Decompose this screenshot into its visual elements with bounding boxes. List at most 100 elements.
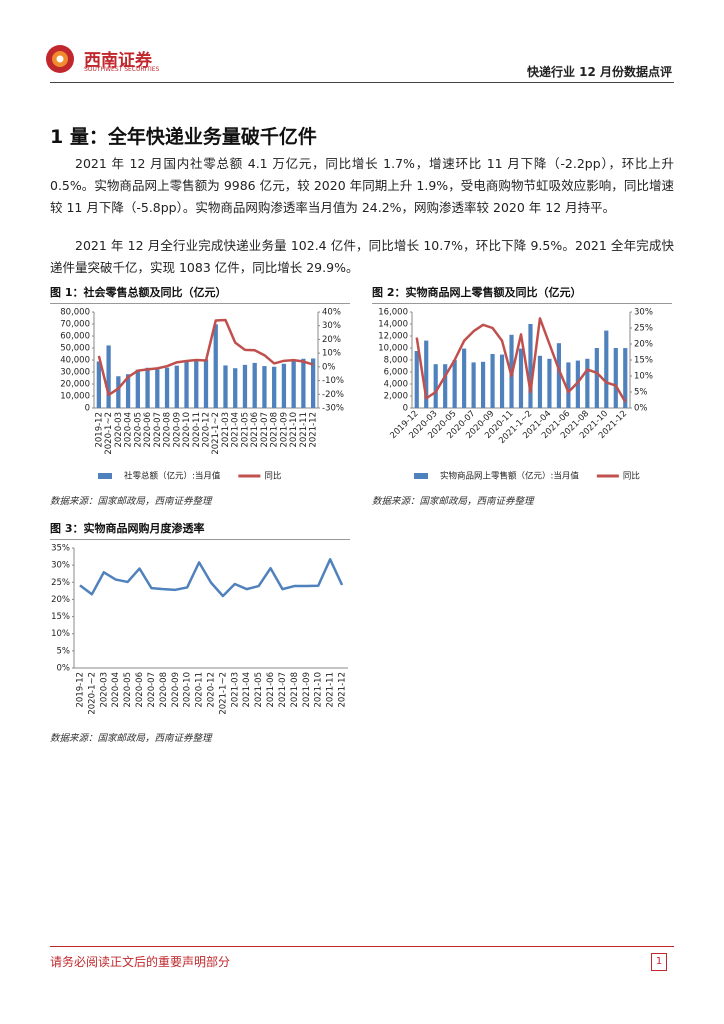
y2-tick-label: -30% (322, 404, 344, 414)
logo-icon (46, 45, 74, 73)
y-tick-label: 12,000 (378, 332, 408, 342)
data-line (79, 558, 344, 598)
y2-tick-label: -10% (322, 376, 344, 386)
data-line (97, 318, 314, 397)
x-tick-label: 2020-1~2 (87, 672, 97, 715)
bar (272, 366, 277, 408)
y2-tick-label: 30% (322, 321, 341, 331)
bar (125, 374, 131, 408)
x-tick-label: 2020-07 (147, 672, 157, 708)
x-tick-label: 2021-09 (279, 412, 289, 448)
x-tick-label: 2020-03 (99, 672, 109, 708)
x-tick-label: 2021-08 (270, 412, 280, 448)
bar (135, 369, 140, 408)
bar (301, 358, 306, 408)
bar (242, 364, 248, 408)
bar (490, 354, 495, 408)
y-tick-label: 20% (51, 595, 70, 605)
footer-notice: 请务必阅读正文后的重要声明部分 (50, 955, 231, 969)
x-tick-label: 2020-09 (171, 672, 181, 708)
bar (499, 354, 505, 408)
y2-tick-label: 25% (634, 324, 653, 334)
bar (414, 351, 419, 408)
bar (594, 348, 599, 408)
x-tick-label: 2021-08 (290, 672, 300, 708)
y2-tick-label: 15% (634, 356, 653, 366)
x-tick-label: 2021-05 (240, 412, 250, 448)
legend-label: 实物商品网上零售额（亿元）:当月值 (440, 471, 579, 482)
bar (184, 361, 189, 408)
x-tick-label: 2021-1~2 (218, 672, 228, 715)
x-tick-label: 2020-09 (172, 412, 182, 448)
y2-tick-label: -20% (322, 390, 344, 400)
y-tick-label: 40,000 (60, 356, 90, 366)
x-tick-label: 2021-07 (278, 672, 288, 708)
bar (547, 358, 552, 408)
x-tick-label: 2021-11 (326, 672, 336, 708)
y-tick-label: 14,000 (378, 320, 408, 330)
bar (575, 360, 580, 408)
x-tick-label: 2019-12 (94, 412, 104, 448)
bar (145, 367, 150, 408)
y-tick-label: 80,000 (60, 308, 90, 318)
y-tick-label: 2,000 (384, 392, 408, 402)
y-tick-label: 20,000 (60, 380, 90, 390)
x-tick-label: 2021-04 (231, 412, 241, 448)
y-tick-label: 5% (57, 646, 71, 656)
bar (613, 348, 618, 408)
y-tick-label: 8,000 (384, 356, 408, 366)
header-rule (50, 82, 674, 83)
data-line (415, 317, 627, 403)
bar (481, 361, 486, 408)
bar (262, 366, 267, 408)
y2-tick-label: 30% (634, 308, 653, 318)
figure-title: 图 1：社会零售总额及同比（亿元） (50, 284, 350, 304)
x-tick-label: 2021-1~2 (211, 412, 221, 455)
x-tick-label: 2020-06 (143, 412, 153, 448)
figure-source: 数据来源：国家邮政局，西南证券整理 (50, 733, 212, 744)
x-tick-label: 2020-11 (195, 672, 205, 708)
y2-tick-label: 40% (322, 308, 341, 318)
legend-label: 同比 (623, 471, 640, 482)
y-tick-label: 0 (85, 404, 90, 414)
y2-tick-label: 0% (322, 362, 336, 372)
x-tick-label: 2020-12 (207, 672, 217, 708)
x-tick-label: 2021-10 (289, 412, 299, 448)
footer-rule (50, 946, 674, 947)
y-tick-label: 0 (403, 404, 408, 414)
bar (213, 324, 218, 408)
bar (116, 376, 121, 408)
chart: 0 2,000 4,000 6,000 8,000 10,000 12,000 14,000 1… (378, 308, 653, 482)
y-tick-label: 25% (51, 578, 70, 588)
bar (566, 362, 571, 408)
y-tick-label: 4,000 (384, 380, 408, 390)
legend-swatch (98, 473, 112, 479)
x-tick-label: 2021-07 (260, 412, 270, 448)
bar (623, 348, 628, 408)
chart: 0 10,000 20,000 30,000 40,000 50,000 60,000 70,… (60, 308, 344, 482)
y-tick-label: 0% (57, 664, 71, 674)
bar (604, 330, 609, 408)
x-tick-label: 2020-04 (111, 672, 121, 708)
x-tick-label: 2020-05 (133, 412, 143, 448)
bar (528, 324, 533, 408)
x-tick-label: 2021-10 (314, 672, 324, 708)
x-tick-label: 2021-04 (242, 672, 252, 708)
y2-tick-label: 10% (322, 349, 341, 359)
x-tick-label: 2021-06 (266, 672, 276, 708)
y-tick-label: 30,000 (60, 368, 90, 378)
bar (233, 368, 238, 408)
x-tick-label: 2020-10 (183, 672, 193, 708)
y2-tick-label: 20% (322, 335, 341, 345)
bar (96, 361, 102, 408)
x-tick-label: 2020-10 (182, 412, 192, 448)
chart: 0%5%10%15%20%25%30%35%2019-12 2020-1~2 202… (51, 544, 348, 715)
legend-label: 社零总额（亿元）:当月值 (124, 471, 221, 482)
x-tick-label: 2020-04 (124, 412, 134, 448)
y-tick-label: 6,000 (384, 368, 408, 378)
bar (164, 367, 170, 408)
bar (462, 348, 467, 408)
y-tick-label: 60,000 (60, 332, 90, 342)
section-heading: 1 量：全年快递业务量破千亿件 (50, 126, 317, 148)
